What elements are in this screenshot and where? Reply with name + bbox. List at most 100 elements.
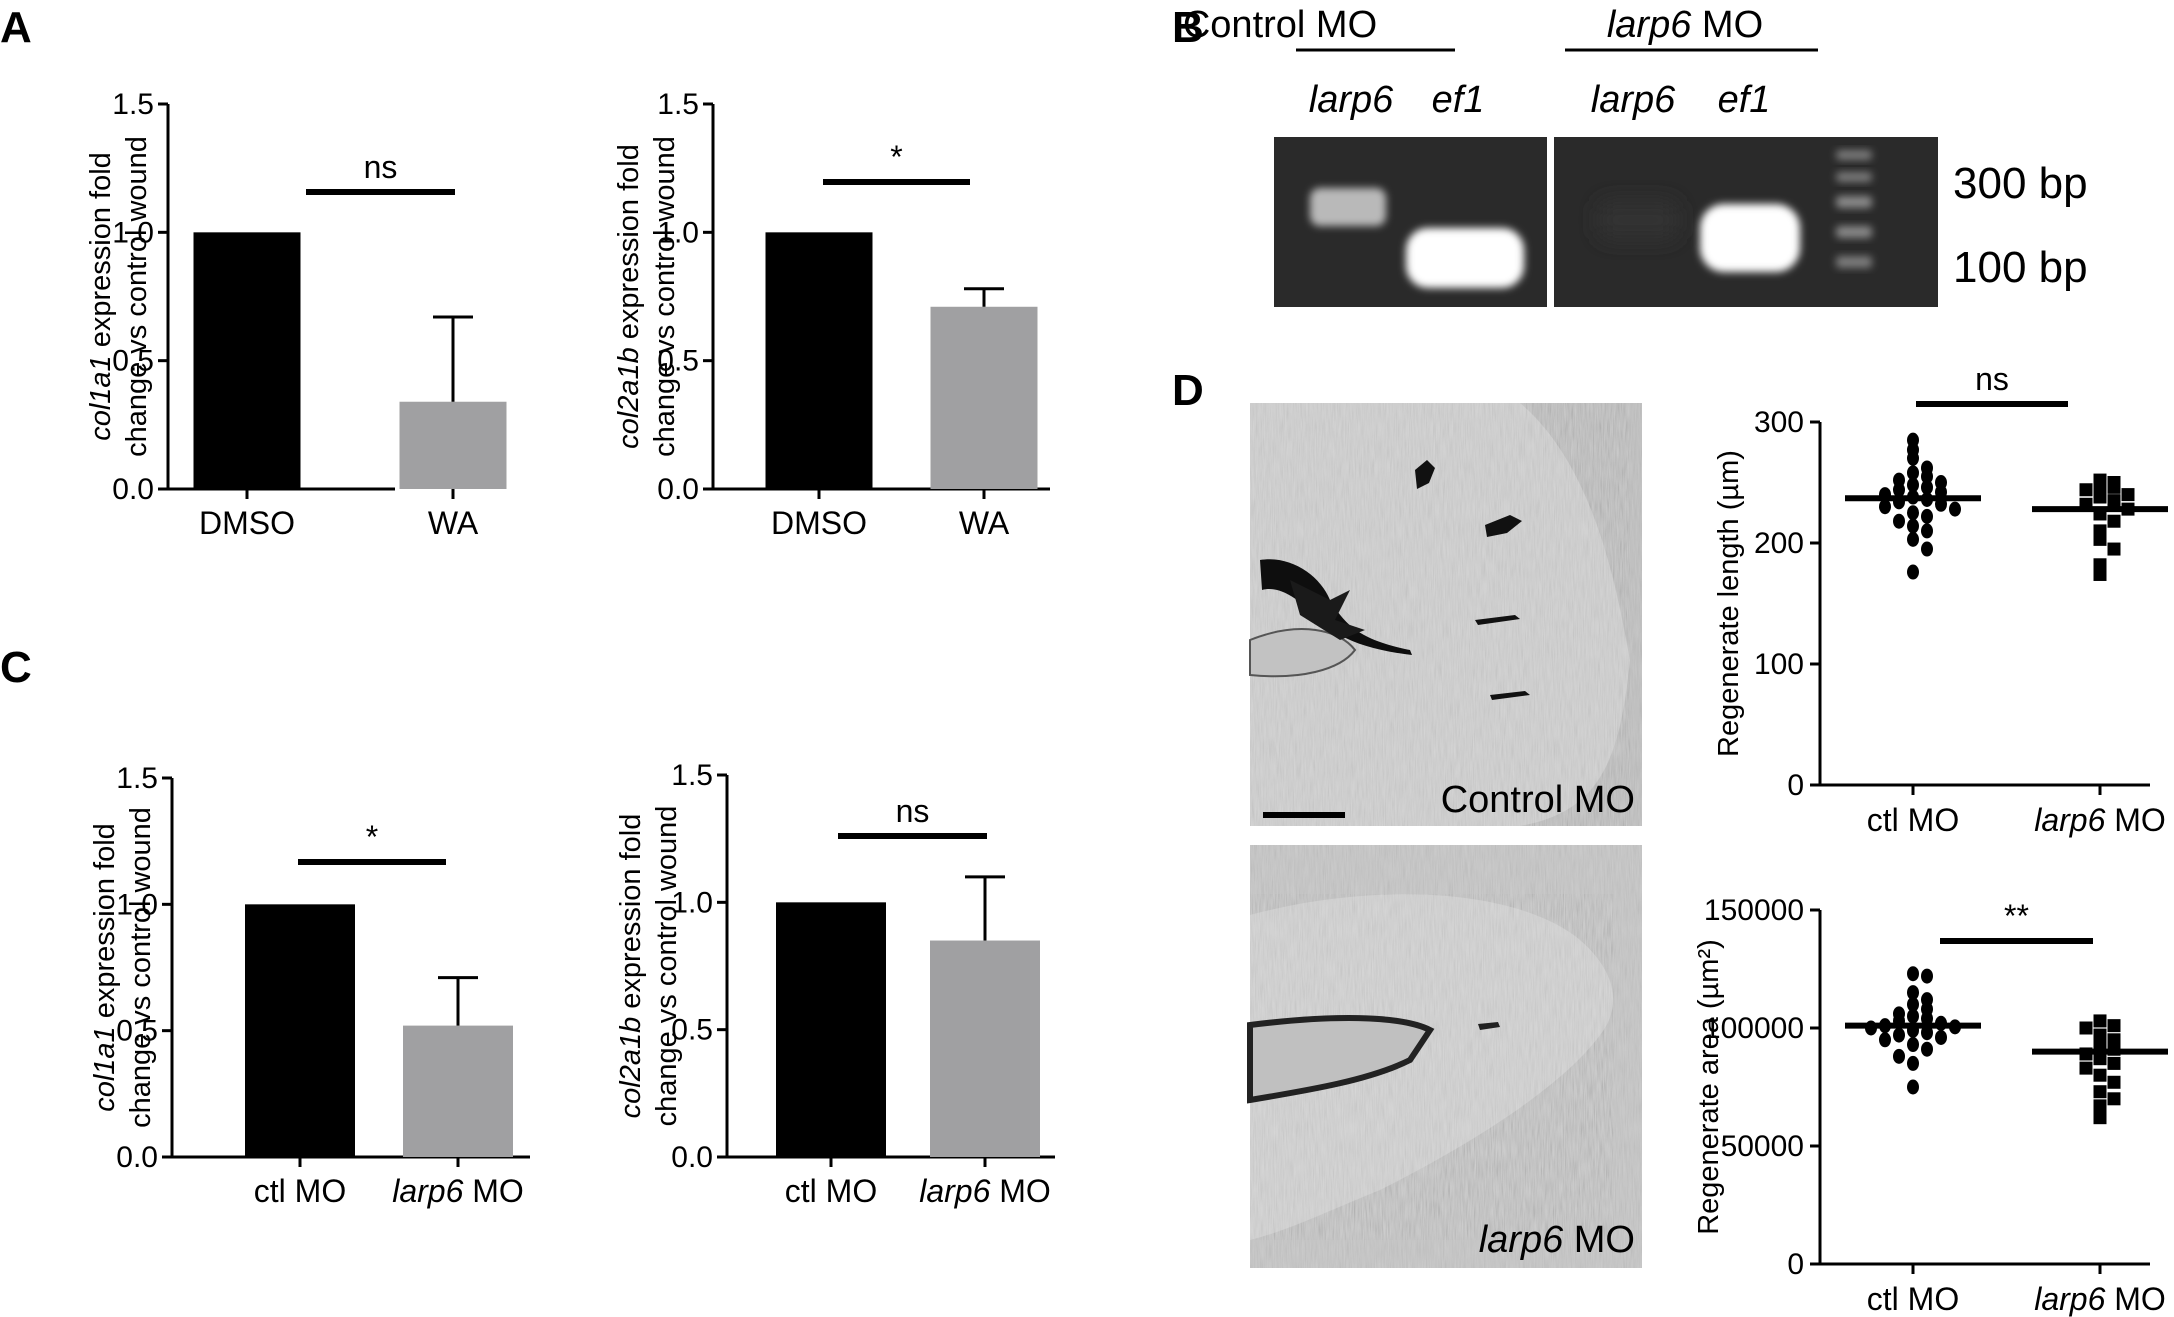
y-tick-label: 0.0 [671, 1141, 713, 1174]
bar [399, 401, 507, 489]
y-tick-label: 0.5 [671, 1014, 713, 1047]
panel-letter-a: A [0, 3, 32, 52]
y-tick-label: 1.0 [112, 216, 154, 249]
y-axis-label: col1a1 expression fold [89, 823, 121, 1112]
data-point [1921, 1011, 1933, 1027]
data-point [1893, 482, 1905, 498]
bar [776, 902, 886, 1157]
micro-image-larp6: larp6 MO [1247, 845, 1642, 1268]
ladder-band [1836, 256, 1872, 268]
bar [245, 904, 355, 1157]
category-label: ctl MO [1867, 802, 1959, 838]
data-point [1907, 564, 1919, 580]
y-tick-label: 200 [1754, 527, 1804, 560]
micro-label-larp6: larp6 MO [1479, 1219, 1635, 1261]
data-point [2093, 532, 2107, 546]
category-label: WA [959, 505, 1010, 541]
y-tick-label: 0.0 [657, 473, 699, 506]
data-point [2121, 488, 2135, 502]
significance-label: ns [896, 793, 930, 829]
data-point [1893, 513, 1905, 529]
micro-image-control: Control MO [1249, 403, 1642, 826]
significance-label: ns [364, 149, 398, 185]
chart-col1a1-larp6: 0.0 0.5 1.0 1.5 ctl MO larp6 MO * col1a1 expres… [89, 762, 530, 1209]
category-label: DMSO [199, 505, 295, 541]
y-tick-label: 1.0 [657, 216, 699, 249]
data-point [1907, 505, 1919, 521]
y-tick-label: 150000 [1704, 894, 1804, 927]
panel-letter-b: B [1172, 3, 1204, 52]
y-axis-label: Regenerate area (µm²) [1693, 939, 1725, 1235]
ladder-label-300: 300 bp [1953, 159, 2088, 208]
y-tick-label: 1.5 [657, 88, 699, 121]
y-tick-label: 1.0 [671, 886, 713, 919]
category-label: larp6 MO [2034, 802, 2166, 838]
category-label: WA [428, 505, 479, 541]
data-point [2107, 1075, 2121, 1089]
data-point [1907, 477, 1919, 493]
data-point [2093, 1052, 2107, 1066]
panel-letter-c: C [0, 643, 32, 692]
bar [930, 940, 1040, 1157]
y-tick-label: 0 [1787, 769, 1804, 802]
significance-label: ** [2004, 898, 2029, 934]
bar [930, 306, 1038, 489]
micro-label-control: Control MO [1441, 779, 1635, 821]
chart-col2a1b-larp6: 0.0 0.5 1.0 1.5 ctl MO larp6 MO ns col2a1b expr… [615, 759, 1055, 1209]
ladder-band [1836, 172, 1872, 182]
y-axis-label: col2a1b expression fold [615, 814, 647, 1119]
y-tick-label: 0.0 [112, 473, 154, 506]
significance-label: ns [1975, 361, 2009, 397]
data-point [1921, 523, 1933, 539]
data-point [2093, 567, 2107, 581]
data-point [2093, 1038, 2107, 1052]
y-axis-label: change vs control wound [125, 807, 157, 1128]
y-axis-label: Regenerate length (µm) [1713, 450, 1745, 757]
data-point [1921, 1041, 1933, 1057]
data-point [2107, 1092, 2121, 1106]
bar [403, 1025, 513, 1157]
y-tick-label: 300 [1754, 406, 1804, 439]
y-tick-label: 1.5 [116, 762, 158, 795]
data-point [1921, 479, 1933, 495]
y-axis-label: change vs control wound [651, 806, 683, 1127]
category-label: ctl MO [1867, 1281, 1959, 1317]
data-point [1921, 1025, 1933, 1041]
y-tick-label: 0.5 [116, 1015, 158, 1048]
y-axis-label: col2a1b expression fold [613, 144, 645, 449]
data-point [2079, 483, 2093, 497]
y-axis-label: change vs control wound [649, 136, 681, 457]
ladder-band [1836, 226, 1872, 238]
y-tick-label: 1.0 [116, 888, 158, 921]
gel-group-control: Control MO [1183, 4, 1377, 46]
data-point [2093, 478, 2107, 492]
chart-regenerate-area: 0 50000 100000 150000 ctl MO larp6 MO ** Regene… [1693, 894, 2168, 1317]
data-point [1907, 1037, 1919, 1053]
data-point [1935, 1029, 1947, 1045]
significance-label: * [890, 139, 902, 175]
data-point [1893, 1048, 1905, 1064]
gel-band-ef1-larp6 [1700, 204, 1800, 272]
category-label: larp6 MO [392, 1173, 524, 1209]
data-point [1907, 1055, 1919, 1071]
y-tick-label: 100000 [1704, 1012, 1804, 1045]
data-point [2107, 542, 2121, 556]
data-point [1949, 501, 1961, 517]
bar [193, 232, 301, 490]
gel-band-larp6-larp6 [1598, 200, 1678, 240]
gel-lane-label: larp6 [1591, 79, 1676, 121]
category-label: ctl MO [785, 1173, 877, 1209]
data-point [1921, 508, 1933, 524]
ladder-band [1836, 196, 1872, 208]
category-label: DMSO [771, 505, 867, 541]
data-point [1907, 985, 1919, 1001]
data-point [1879, 1032, 1891, 1048]
data-point [2107, 1019, 2121, 1033]
chart-col2a1b-wa: 0.0 0.5 1.0 1.5 DMSO WA * col2a1b expression fo… [613, 88, 1050, 541]
y-tick-label: 100 [1754, 648, 1804, 681]
data-point [1893, 1027, 1905, 1043]
y-tick-label: 0.0 [116, 1141, 158, 1174]
data-point [2079, 1021, 2093, 1035]
y-tick-label: 1.5 [671, 759, 713, 792]
data-point [1907, 450, 1919, 466]
